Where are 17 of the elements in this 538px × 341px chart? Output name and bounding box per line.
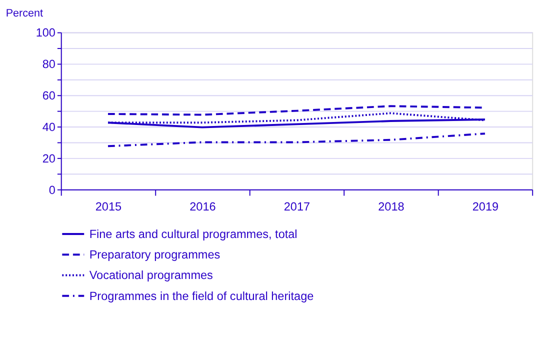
y-tick-label: 20 xyxy=(42,152,56,166)
legend-label: Programmes in the field of cultural heritage xyxy=(89,290,314,303)
x-tick-label: 2017 xyxy=(284,200,310,214)
y-tick-label: 80 xyxy=(42,58,56,72)
x-tick-label: 2015 xyxy=(95,200,122,214)
y-tick-label: 40 xyxy=(42,120,56,134)
legend-label: Preparatory programmes xyxy=(89,248,220,262)
y-tick-label: 60 xyxy=(42,90,56,103)
line-series xyxy=(107,132,486,148)
y-tick-label: 0 xyxy=(48,184,56,197)
legend-label: Vocational programmes xyxy=(89,269,214,282)
y-axis-title: Percent xyxy=(6,8,44,20)
y-tick-label: 100 xyxy=(36,26,56,40)
x-tick-label: 2016 xyxy=(190,200,216,214)
x-tick-label: 2018 xyxy=(378,200,405,214)
x-tick-label: 2019 xyxy=(472,200,499,214)
legend-label: Fine arts and cultural programmes, total xyxy=(89,228,298,241)
